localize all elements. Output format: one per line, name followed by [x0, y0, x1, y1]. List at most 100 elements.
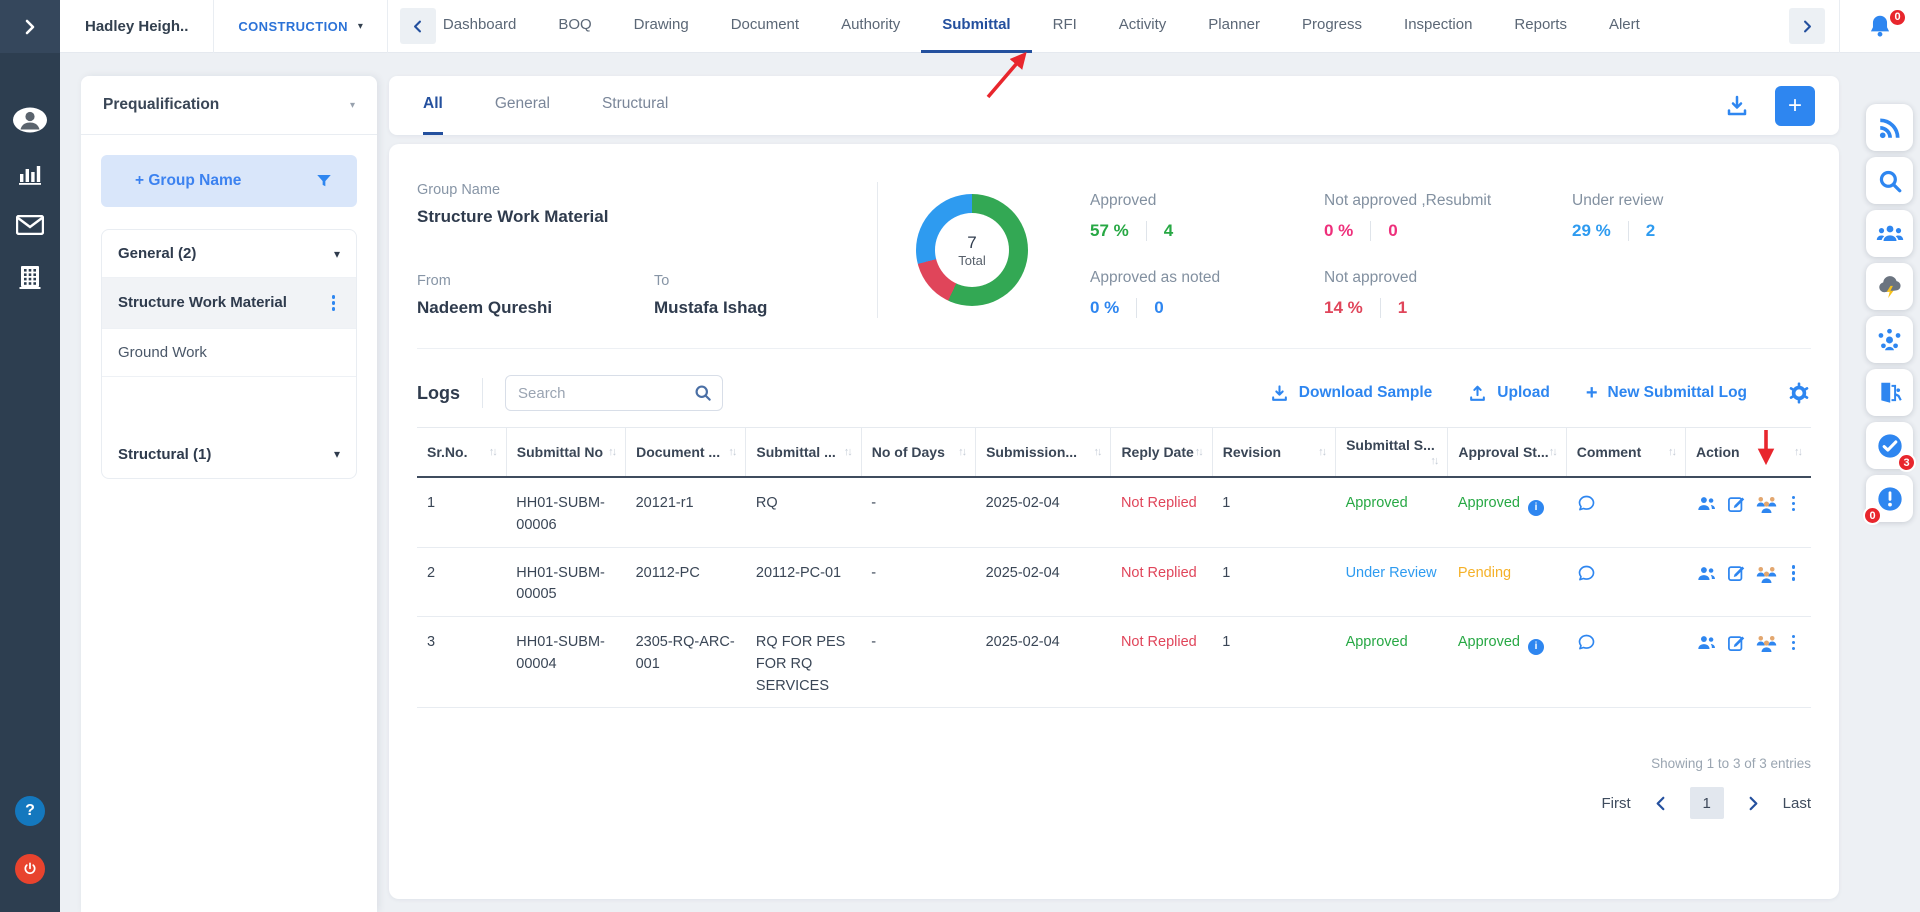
col-submission-date[interactable]: Submission...↑↓ — [976, 428, 1111, 478]
cell-reply-date: Not Replied — [1111, 477, 1212, 547]
profile-avatar[interactable] — [12, 107, 48, 133]
tree-item-label: Structure Work Material — [118, 294, 287, 311]
logout-button[interactable] — [15, 854, 45, 884]
meeting-button[interactable] — [1866, 316, 1913, 363]
pagination-next-icon[interactable] — [1746, 796, 1761, 811]
quick-search-button[interactable] — [1866, 157, 1913, 204]
tree-item-ground-work[interactable]: Ground Work — [102, 329, 356, 377]
notifications-button[interactable]: 0 — [1839, 0, 1920, 53]
nav-tab-drawing[interactable]: Drawing — [613, 0, 710, 53]
edit-icon[interactable] — [1726, 494, 1746, 514]
tree-section-structural[interactable]: Structural (1) ▾ — [102, 431, 356, 478]
table-header-row: Sr.No.↑↓ Submittal No↑↓ Document ...↑↓ S… — [417, 428, 1811, 478]
tree-item-structure-work-material[interactable]: Structure Work Material — [102, 278, 356, 329]
nav-tab-boq[interactable]: BOQ — [537, 0, 612, 53]
bar-chart-icon[interactable] — [17, 162, 43, 186]
col-reply-date[interactable]: Reply Date↑↓ — [1111, 428, 1212, 478]
table-settings-button[interactable] — [1787, 381, 1811, 405]
cell-comment — [1566, 547, 1685, 617]
pagination-page-1[interactable]: 1 — [1690, 787, 1724, 819]
project-name[interactable]: Hadley Heigh.. — [60, 18, 213, 35]
panel-type-selector[interactable]: Prequalification ▾ — [81, 76, 377, 135]
cell-submittal-status: Approved — [1336, 477, 1448, 547]
add-group-button[interactable]: + Group Name — [101, 155, 357, 207]
tree-section-general[interactable]: General (2) ▾ — [102, 230, 356, 278]
comment-icon[interactable] — [1576, 563, 1597, 584]
assign-users-icon[interactable] — [1696, 564, 1717, 583]
tabs-scroll-left-button[interactable] — [400, 8, 436, 44]
help-button[interactable]: ? — [15, 796, 45, 826]
edit-icon[interactable] — [1726, 633, 1746, 653]
cell-revision: 1 — [1212, 477, 1335, 547]
add-submittal-button[interactable]: + — [1775, 86, 1815, 126]
nav-tab-inspection[interactable]: Inspection — [1383, 0, 1493, 53]
search-icon[interactable] — [693, 383, 713, 403]
nav-tab-authority[interactable]: Authority — [820, 0, 921, 53]
nav-tab-alert[interactable]: Alert — [1588, 0, 1661, 53]
cell-submittal-status: Approved — [1336, 617, 1448, 708]
nav-tab-planner[interactable]: Planner — [1187, 0, 1281, 53]
col-revision[interactable]: Revision↑↓ — [1212, 428, 1335, 478]
info-icon[interactable]: i — [1528, 639, 1544, 655]
team-button[interactable] — [1866, 210, 1913, 257]
nav-tab-activity[interactable]: Activity — [1098, 0, 1188, 53]
col-approval-status[interactable]: Approval St...↑↓ — [1448, 428, 1566, 478]
mail-icon[interactable] — [16, 215, 44, 235]
search-input[interactable] — [505, 375, 723, 411]
expand-sidebar-button[interactable] — [0, 0, 60, 53]
col-comment[interactable]: Comment↑↓ — [1566, 428, 1685, 478]
feed-button[interactable] — [1866, 104, 1913, 151]
nav-tab-dashboard[interactable]: Dashboard — [422, 0, 537, 53]
power-icon — [22, 861, 38, 877]
new-submittal-log-button[interactable]: + New Submittal Log — [1586, 382, 1747, 405]
tree-section-label: General (2) — [118, 245, 196, 262]
alerts-button[interactable]: 0 — [1866, 475, 1913, 522]
building-icon[interactable] — [18, 264, 42, 290]
upload-button[interactable]: Upload — [1468, 384, 1550, 403]
nav-tab-rfi[interactable]: RFI — [1032, 0, 1098, 53]
logs-search — [505, 375, 723, 411]
nav-tab-document[interactable]: Document — [710, 0, 820, 53]
tab-all[interactable]: All — [423, 76, 443, 135]
pagination-last[interactable]: Last — [1783, 795, 1811, 812]
col-action[interactable]: Action↑↓ — [1686, 428, 1811, 478]
group-name-value: Structure Work Material — [417, 207, 851, 227]
assign-users-icon[interactable] — [1696, 494, 1717, 513]
approvals-button[interactable]: 3 — [1866, 422, 1913, 469]
col-no-of-days[interactable]: No of Days↑↓ — [861, 428, 975, 478]
row-menu-icon[interactable] — [1787, 494, 1801, 514]
pagination-prev-icon[interactable] — [1653, 796, 1668, 811]
col-submittal-status[interactable]: Submittal S...↑↓ — [1336, 428, 1448, 478]
download-button[interactable] — [1725, 94, 1749, 118]
info-icon[interactable]: i — [1528, 500, 1544, 516]
item-menu-icon[interactable] — [327, 293, 341, 313]
tree-item-label: Ground Work — [118, 344, 207, 361]
col-submittal-name[interactable]: Submittal ...↑↓ — [746, 428, 861, 478]
workflow-icon[interactable] — [1755, 493, 1778, 514]
logs-table: Sr.No.↑↓ Submittal No↑↓ Document ...↑↓ S… — [417, 427, 1811, 708]
nav-tab-reports[interactable]: Reports — [1493, 0, 1588, 53]
module-selector[interactable]: CONSTRUCTION ▾ — [214, 19, 387, 34]
nav-tab-progress[interactable]: Progress — [1281, 0, 1383, 53]
edit-icon[interactable] — [1726, 563, 1746, 583]
row-menu-icon[interactable] — [1787, 633, 1801, 653]
comment-icon[interactable] — [1576, 632, 1597, 653]
download-sample-button[interactable]: Download Sample — [1270, 384, 1433, 403]
col-document-no[interactable]: Document ...↑↓ — [626, 428, 746, 478]
from-value: Nadeem Qureshi — [417, 298, 654, 318]
weather-storm-button[interactable] — [1866, 263, 1913, 310]
comment-icon[interactable] — [1576, 493, 1597, 514]
tab-general[interactable]: General — [495, 76, 550, 135]
col-sr-no[interactable]: Sr.No.↑↓ — [417, 428, 506, 478]
nav-tab-submittal[interactable]: Submittal — [921, 0, 1031, 53]
pagination-first[interactable]: First — [1601, 795, 1630, 812]
col-submittal-no[interactable]: Submittal No↑↓ — [506, 428, 625, 478]
workflow-icon[interactable] — [1755, 632, 1778, 653]
site-exit-button[interactable] — [1866, 369, 1913, 416]
assign-users-icon[interactable] — [1696, 633, 1717, 652]
tab-structural[interactable]: Structural — [602, 76, 668, 135]
sort-icon: ↑↓ — [844, 446, 851, 458]
workflow-icon[interactable] — [1755, 563, 1778, 584]
tabs-scroll-right-button[interactable] — [1789, 8, 1825, 44]
row-menu-icon[interactable] — [1787, 563, 1801, 583]
